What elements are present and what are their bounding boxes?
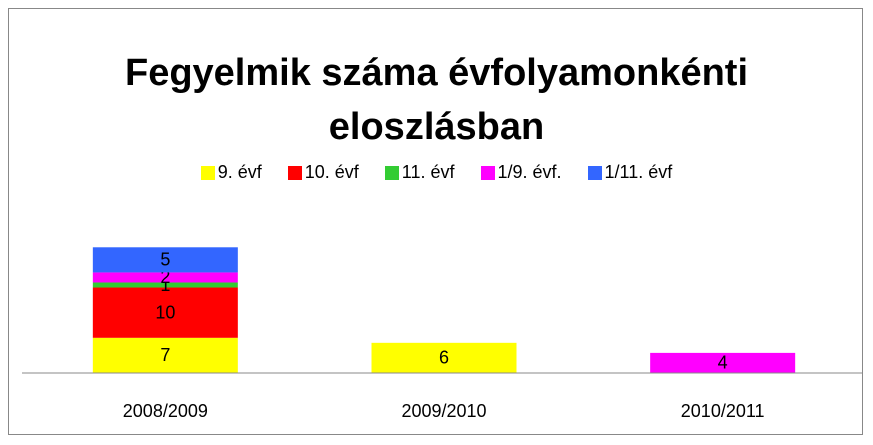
legend-label: 1/9. évf. (497, 162, 562, 182)
x-tick-label: 2008/2009 (123, 401, 208, 421)
legend-swatch (384, 165, 399, 180)
bar-segment (650, 352, 796, 373)
legend-label: 11. évf (401, 162, 455, 182)
bar-segment (92, 272, 238, 283)
data-label: 1 (160, 275, 170, 295)
legend-swatch (480, 165, 495, 180)
data-label: 4 (718, 353, 728, 373)
data-label: 5 (160, 250, 170, 270)
legend-item: 1/11. évf (587, 162, 673, 183)
legend-label: 10. évf (304, 162, 359, 182)
data-label: 10 (155, 302, 175, 322)
data-label: 2 (160, 267, 170, 287)
bar-segment (92, 287, 238, 338)
legend-swatch (587, 165, 602, 180)
legend-item: 1/9. évf. (480, 162, 562, 183)
bar-segment (92, 282, 238, 288)
legend-swatch (200, 165, 215, 180)
legend-item: 11. évf (384, 162, 455, 183)
x-tick-label: 2010/2011 (681, 401, 765, 421)
x-tick-label: 2009/2010 (401, 401, 486, 421)
bar-segment (92, 337, 238, 373)
chart-frame (8, 8, 863, 435)
bar-segment (92, 247, 238, 273)
chart-title: Fegyelmik száma évfolyamonkénti eloszlás… (124, 52, 749, 148)
data-label: 7 (160, 345, 170, 365)
legend-label: 1/11. évf (604, 162, 673, 182)
bar-segment (371, 342, 517, 373)
legend-swatch (287, 165, 302, 180)
legend-item: 9. évf (200, 162, 262, 183)
legend-item: 10. évf (287, 162, 359, 183)
legend: 9. évf 10. évf 11. évf 1/9. évf. 1/11. évf (0, 162, 873, 183)
data-label: 6 (439, 348, 449, 368)
legend-label: 9. évf (217, 162, 262, 182)
